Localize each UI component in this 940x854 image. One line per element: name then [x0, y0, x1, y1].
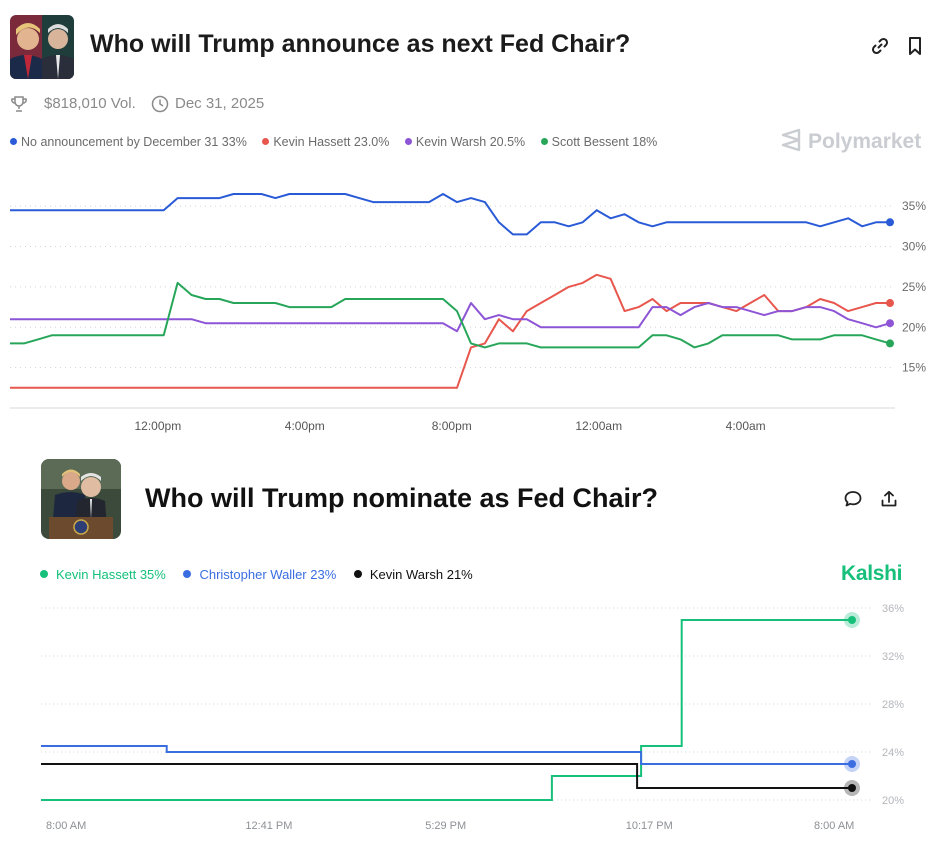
volume-text: $818,010 Vol. — [44, 95, 136, 112]
legend-label: Scott Bessent 18% — [551, 135, 658, 149]
series-line — [41, 763, 852, 789]
y-tick-label: 15% — [902, 361, 926, 375]
legend-dot — [404, 138, 412, 145]
end-date: Dec 31, 2025 — [175, 95, 265, 112]
series-endpoint — [848, 616, 856, 624]
legend-dot — [353, 570, 362, 578]
legend-item: Kevin Warsh 20.5% — [404, 135, 526, 149]
polymarket-chart: 15% 20% 25% 30% 35% 12:00pm 4:00pm 8:00pm 12:00a… — [10, 193, 926, 433]
legend-item: Christopher Waller 23% — [183, 567, 336, 582]
market-thumbnail — [10, 15, 74, 79]
x-tick-label: 5:29 PM — [425, 820, 466, 832]
y-tick-label: 35% — [902, 199, 926, 213]
legend-dot — [10, 138, 17, 145]
series-line — [41, 745, 852, 765]
legend-item: Kevin Warsh 21% — [353, 567, 473, 582]
x-tick-label: 8:00 AM — [814, 820, 854, 832]
polymarket-legend: No announcement by December 31 33% Kevin… — [10, 135, 669, 149]
legend-item: Kevin Hassett 23.0% — [262, 135, 389, 149]
polymarket-brand: Polymarket — [808, 130, 922, 153]
legend-item: Scott Bessent 18% — [540, 135, 658, 149]
y-tick-label: 24% — [882, 747, 904, 759]
clock-icon — [151, 95, 169, 113]
y-tick-label: 28% — [882, 699, 904, 711]
legend-label: Kevin Hassett 35% — [56, 567, 166, 582]
market-thumbnail — [41, 459, 121, 539]
bookmark-icon[interactable] — [903, 34, 927, 58]
legend-label: Kevin Warsh 20.5% — [415, 135, 526, 149]
x-tick-label: 8:00 AM — [46, 820, 86, 832]
series-line — [10, 193, 890, 236]
page-title-kalshi: Who will Trump nominate as Fed Chair? — [145, 483, 659, 513]
series-endpoint — [848, 784, 856, 792]
y-tick-label: 25% — [902, 280, 926, 294]
x-tick-label: 10:17 PM — [626, 820, 673, 832]
x-tick-label: 8:00pm — [432, 419, 472, 433]
y-tick-label: 20% — [882, 795, 904, 807]
x-tick-label: 4:00am — [726, 419, 766, 433]
y-tick-label: 20% — [902, 320, 926, 334]
legend-label: Kevin Hassett 23.0% — [273, 135, 390, 149]
legend-item: Kevin Hassett 35% — [40, 567, 166, 582]
series-endpoint — [886, 299, 894, 308]
legend-dot — [183, 570, 192, 578]
series-endpoint — [886, 319, 894, 328]
legend-dot — [40, 570, 48, 578]
kalshi-chart: 20% 24% 28% 32% 36% 8:00 AM 12:41 PM 5:29 PM 10:… — [41, 603, 904, 832]
kalshi-logo: Kalshi — [841, 562, 903, 585]
polymarket-logo: Polymarket — [780, 128, 921, 154]
share-icon[interactable] — [877, 487, 901, 511]
y-tick-label: 30% — [902, 240, 926, 254]
legend-label: Kevin Warsh 21% — [369, 567, 473, 582]
legend-label: No announcement by December 31 33% — [21, 135, 247, 149]
legend-item: No announcement by December 31 33% — [10, 135, 247, 149]
series-endpoint — [848, 760, 856, 768]
y-tick-label: 32% — [882, 651, 904, 663]
legend-dot — [540, 138, 548, 145]
trophy-icon — [10, 95, 28, 113]
comment-icon[interactable] — [841, 487, 865, 511]
series-line — [41, 619, 852, 801]
series-endpoint — [886, 339, 894, 348]
x-tick-label: 12:41 PM — [245, 820, 292, 832]
legend-label: Christopher Waller 23% — [199, 567, 337, 582]
y-tick-label: 36% — [882, 603, 904, 615]
legend-dot — [262, 138, 270, 145]
x-tick-label: 4:00pm — [285, 419, 325, 433]
series-line — [10, 273, 890, 389]
x-tick-label: 12:00am — [575, 419, 622, 433]
page-title: Who will Trump announce as next Fed Chai… — [90, 30, 631, 58]
link-icon[interactable] — [868, 34, 892, 58]
x-tick-label: 12:00pm — [134, 419, 181, 433]
kalshi-legend: Kevin Hassett 35% Christopher Waller 23%… — [40, 567, 487, 582]
series-endpoint — [886, 218, 894, 227]
series-line — [10, 302, 891, 333]
series-line — [10, 281, 891, 349]
